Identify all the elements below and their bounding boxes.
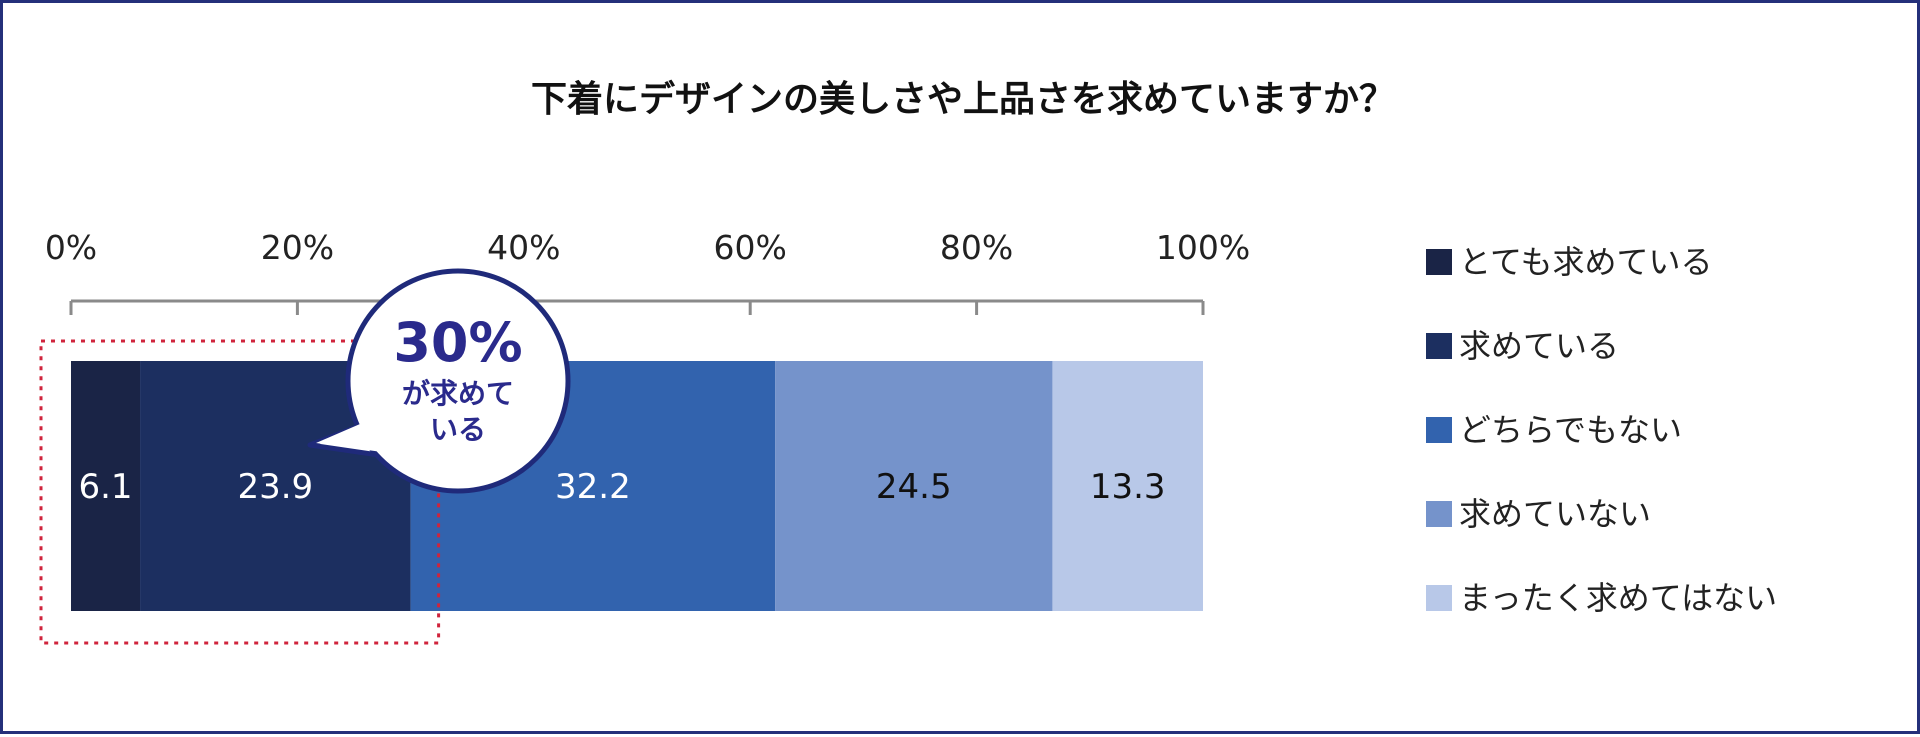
legend-swatch: [1426, 333, 1452, 359]
tick-label: 0%: [45, 228, 97, 267]
legend-label: 求めていない: [1459, 495, 1651, 533]
tick-label: 20%: [261, 228, 334, 267]
legend-label: とても求めている: [1459, 243, 1712, 281]
tick-label: 60%: [714, 228, 787, 267]
tick-label: 100%: [1156, 228, 1250, 267]
legend-swatch: [1426, 501, 1452, 527]
chart-title: 下着にデザインの美しさや上品さを求めていますか？: [531, 78, 1395, 120]
tick-label: 40%: [487, 228, 560, 267]
bar-value-label: 23.9: [237, 467, 313, 507]
callout-line1: が求めて: [402, 377, 514, 410]
bar-segment: [1052, 361, 1203, 611]
bar-value-label: 24.5: [876, 467, 952, 507]
legend-swatch: [1426, 417, 1452, 443]
x-axis: 0% 20% 40% 60% 80% 100%: [45, 228, 1250, 315]
legend-swatch: [1426, 585, 1452, 611]
callout-value: 30%: [393, 311, 522, 374]
callout-tail-fill: [316, 411, 418, 457]
legend-label: 求めている: [1459, 327, 1619, 365]
chart-svg: 下着にデザインの美しさや上品さを求めていますか？ 0% 20% 40% 60% 80% 1…: [39, 78, 1777, 645]
legend-label: まったく求めてはない: [1459, 579, 1777, 617]
bar-value-label: 6.1: [78, 467, 132, 507]
legend-label: どちらでもない: [1459, 411, 1682, 449]
bar-segment: [71, 361, 141, 611]
bar-value-label: 13.3: [1090, 467, 1166, 507]
bar-group: 6.1 23.9 32.2 24.5 13.3: [71, 361, 1203, 611]
legend-swatch: [1426, 249, 1452, 275]
bar-value-label: 32.2: [555, 467, 631, 507]
callout-line2: いる: [430, 413, 486, 446]
tick-label: 80%: [940, 228, 1013, 267]
bar-segment: [775, 361, 1053, 611]
